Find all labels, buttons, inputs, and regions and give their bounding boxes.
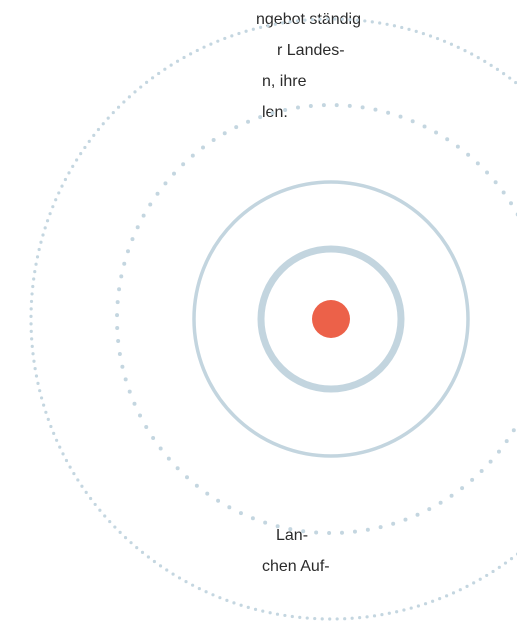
text-line: chen Auf- (262, 558, 330, 575)
center-dot (312, 300, 350, 338)
text-line: Lan- (276, 527, 309, 544)
text-line: n, ihre (262, 73, 307, 90)
middle-dotted-ring (115, 103, 517, 535)
text-fragment-bottom: Lan- chen Auf- (0, 520, 330, 582)
text-line: len. (262, 104, 288, 121)
text-line: r Landes- (277, 42, 345, 59)
core-thick-ring (257, 245, 405, 393)
outer-dotted-ring (29, 17, 517, 621)
inner-solid-ring (192, 180, 470, 458)
